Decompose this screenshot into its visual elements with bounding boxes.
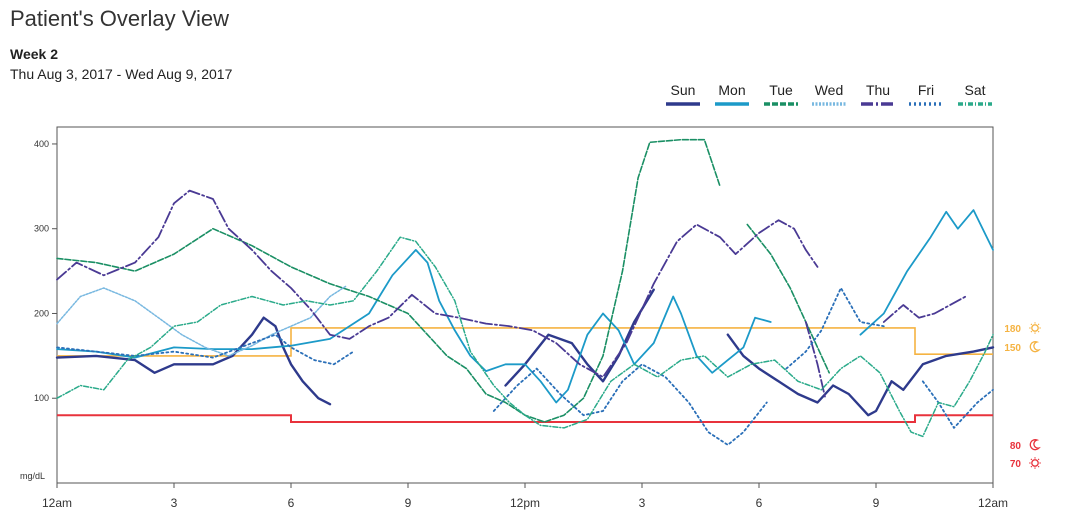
series-line-thu [804, 321, 827, 400]
date-range: Thu Aug 3, 2017 - Wed Aug 9, 2017 [10, 66, 233, 82]
plot-frame [56, 126, 994, 484]
sun-icon [1029, 322, 1041, 334]
y-axis-label: mg/dL [20, 471, 45, 481]
legend-label-fri: Fri [918, 82, 934, 98]
threshold-value-night-low: 80 [1010, 441, 1022, 452]
y-tick-label: 100 [34, 393, 49, 403]
x-axis: 12am 3 6 9 12pm 3 6 9 12am [42, 483, 1008, 510]
series-line-sat [56, 236, 994, 438]
series-line-sun [55, 316, 332, 406]
legend-label-sun: Sun [671, 82, 696, 98]
x-tick-label: 6 [756, 496, 763, 510]
series-line-sun [504, 288, 655, 387]
night-low-threshold-line [57, 414, 993, 423]
x-tick-label: 9 [405, 496, 412, 510]
threshold-lines [57, 327, 993, 423]
series-line-fri [921, 380, 994, 429]
series-line-fri [56, 333, 355, 366]
x-tick-label: 9 [873, 496, 880, 510]
series-line-mon [859, 209, 994, 336]
x-tick-label: 12am [42, 496, 72, 510]
legend-label-sat: Sat [964, 82, 985, 98]
threshold-labels: 180 150 80 70 [1004, 322, 1041, 470]
moon-icon [1029, 341, 1041, 353]
week-label: Week 2 [10, 46, 58, 62]
series-line-wed [56, 285, 347, 357]
series-lines [55, 138, 995, 446]
legend: Sun Mon Tue Wed Thu Fri Sat [666, 82, 992, 106]
series-line-thu [882, 295, 967, 323]
series-line-mon [56, 249, 772, 404]
series-line-tue [56, 138, 721, 423]
series-line-sun [726, 333, 995, 417]
day-high-threshold-line [57, 327, 993, 357]
series-line-fri [785, 287, 885, 370]
threshold-value-day-high: 180 [1004, 324, 1021, 335]
series-line-fri [492, 363, 768, 446]
y-tick-label: 300 [34, 224, 49, 234]
x-tick-label: 3 [171, 496, 178, 510]
x-tick-label: 12am [978, 496, 1008, 510]
legend-label-mon: Mon [718, 82, 745, 98]
x-tick-label: 6 [288, 496, 295, 510]
legend-label-thu: Thu [866, 82, 890, 98]
sun-icon [1029, 457, 1041, 469]
page-title: Patient's Overlay View [10, 6, 230, 31]
moon-icon [1029, 439, 1041, 451]
legend-label-tue: Tue [769, 82, 793, 98]
y-tick-label: 200 [34, 308, 49, 318]
series-line-tue [746, 223, 830, 374]
y-axis: 100 200 300 400 [34, 139, 57, 403]
series-line-thu [56, 189, 819, 378]
threshold-value-night-high: 150 [1004, 343, 1021, 354]
legend-label-wed: Wed [815, 82, 844, 98]
y-tick-label: 400 [34, 139, 49, 149]
x-tick-label: 3 [639, 496, 646, 510]
threshold-value-day-low: 70 [1010, 459, 1022, 470]
x-tick-label: 12pm [510, 496, 540, 510]
